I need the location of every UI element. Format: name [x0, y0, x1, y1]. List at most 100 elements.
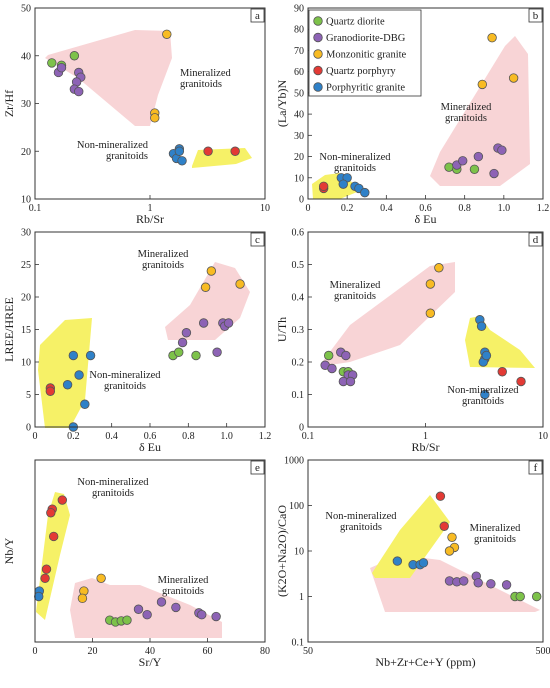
y-tick-label: 100	[289, 501, 304, 512]
point-monzonitic-granite	[425, 279, 436, 289]
panel-d: 0.1 1 1000.10.20.30.40.50.6Rb/SrU/ThMinera…	[275, 228, 548, 455]
point-granodiorite-dbg	[197, 610, 207, 620]
point-quartz-porphyry	[230, 146, 240, 156]
x-tick-label: 0.1	[29, 203, 42, 214]
x-tick-label: 1	[423, 431, 428, 442]
x-tick-label: 0.2	[67, 431, 80, 442]
annotation-mineralized: Mineralized granitoids	[158, 575, 209, 597]
point-granodiorite-dbg	[171, 602, 181, 613]
point-granodiorite-dbg	[345, 376, 356, 387]
x-tick-label: 60	[203, 646, 213, 657]
panel-label: c	[255, 234, 260, 246]
y-tick-label: 70	[294, 46, 304, 57]
point-quartz-porphyry	[40, 573, 50, 584]
point-quartz-diorite	[444, 162, 454, 172]
point-quartz-diorite	[323, 350, 334, 361]
point-quartz-porphyry	[318, 181, 329, 191]
x-tick-label: 0.4	[105, 431, 118, 442]
y-tick-label: 40	[21, 51, 31, 62]
point-granodiorite-dbg	[211, 611, 221, 622]
plot-frame	[34, 7, 266, 200]
y-tick-label: 80	[294, 25, 304, 36]
y-tick-label: 20	[21, 293, 31, 304]
y-tick-label: 10	[294, 173, 304, 184]
panel-label: a	[255, 10, 260, 22]
annotation-mineralized: Mineralized granitoids	[330, 280, 381, 302]
x-tick-label: 0.8	[458, 203, 471, 214]
panel-label: f	[534, 462, 538, 474]
y-tick-label: 60	[294, 67, 304, 78]
x-axis-label: Nb+Zr+Ce+Y (ppm)	[375, 655, 475, 669]
point-quartz-porphyry	[439, 521, 449, 531]
non-mineralized-field	[192, 148, 252, 168]
point-monzonitic-granite	[425, 308, 436, 318]
point-granodiorite-dbg	[133, 604, 144, 614]
y-tick-label: 90	[294, 4, 304, 15]
x-tick-label: 0.8	[182, 431, 195, 442]
point-granodiorite-dbg	[56, 62, 67, 73]
point-porphyritic-granite	[480, 389, 490, 400]
panel-label-box	[250, 232, 265, 247]
mineralized-field	[320, 262, 455, 365]
point-quartz-porphyry	[57, 495, 68, 505]
x-tick-label: 0	[306, 203, 311, 214]
x-axis-label: δ Eu	[139, 440, 161, 454]
non-mineralized-field	[36, 492, 70, 620]
annotation-mineralized: Mineralized granitoids	[441, 102, 492, 124]
point-porphyritic-granite	[68, 350, 79, 361]
y-tick-label: 25	[21, 260, 31, 271]
point-granodiorite-dbg	[198, 318, 209, 328]
point-porphyritic-granite	[418, 558, 429, 568]
y-axis-label: Nb/Y	[2, 537, 16, 564]
point-quartz-diorite	[469, 164, 480, 174]
point-quartz-diorite	[47, 58, 57, 68]
y-tick-label: 10	[21, 195, 31, 206]
legend-label: Monzonitic granite	[326, 50, 407, 61]
point-monzonitic-granite	[162, 29, 172, 39]
y-tick-label: 0.4	[292, 293, 305, 304]
point-porphyritic-granite	[360, 187, 370, 198]
legend-label: Granodiorite-DBG	[326, 33, 406, 44]
plot-frame	[307, 231, 544, 428]
y-tick-label: 0.2	[292, 358, 305, 369]
y-axis-label: (La/Yb)N	[275, 80, 289, 128]
point-monzonitic-granite	[477, 79, 487, 90]
x-tick-label: 20	[88, 646, 98, 657]
point-granodiorite-dbg	[489, 168, 499, 179]
y-tick-label: 1000	[284, 456, 304, 467]
point-granodiorite-dbg	[74, 86, 84, 97]
y-tick-label: 20	[21, 147, 31, 158]
point-quartz-diorite	[174, 347, 184, 357]
point-quartz-porphyry	[435, 491, 446, 501]
y-axis-label: (K2O+Na2O)/CaO	[275, 505, 289, 597]
point-porphyritic-granite	[481, 350, 492, 361]
point-granodiorite-dbg	[156, 597, 167, 607]
panel-label: e	[255, 462, 260, 474]
point-monzonitic-granite	[434, 263, 444, 273]
point-quartz-diorite	[191, 350, 201, 361]
y-tick-label: 30	[21, 99, 31, 110]
y-tick-label: 10	[21, 358, 31, 369]
legend-label: Quartz porphyry	[326, 66, 396, 77]
x-tick-label: 1.0	[498, 203, 511, 214]
y-tick-label: 0	[26, 423, 31, 434]
point-granodiorite-dbg	[142, 610, 152, 620]
point-granodiorite-dbg	[327, 363, 337, 374]
point-quartz-porphyry	[497, 367, 507, 377]
y-tick-label: 0.1	[292, 638, 305, 649]
panel-c: 0 0.2 0.4 0.6 0.8 1.0 1.2 0 5 10 15 20 25 30 δ Eu LREE/…	[2, 228, 271, 455]
point-monzonitic-granite	[206, 266, 217, 276]
annotation-non-mineralized: Non-mineralized granitoids	[77, 477, 149, 499]
legend-label: Quartz diorite	[326, 17, 385, 28]
x-tick-label: 1.2	[537, 203, 550, 214]
x-tick-label: 0.4	[380, 203, 393, 214]
x-axis-label: Rb/Sr	[411, 440, 439, 454]
panel-label: b	[533, 10, 539, 22]
y-tick-label: 15	[21, 325, 31, 336]
legend-marker	[313, 16, 323, 26]
x-axis-label: Rb/Sr	[136, 212, 164, 226]
legend-label: Porphyritic granite	[326, 83, 405, 94]
point-quartz-porphyry	[203, 146, 213, 156]
x-tick-label: 10	[260, 203, 270, 214]
